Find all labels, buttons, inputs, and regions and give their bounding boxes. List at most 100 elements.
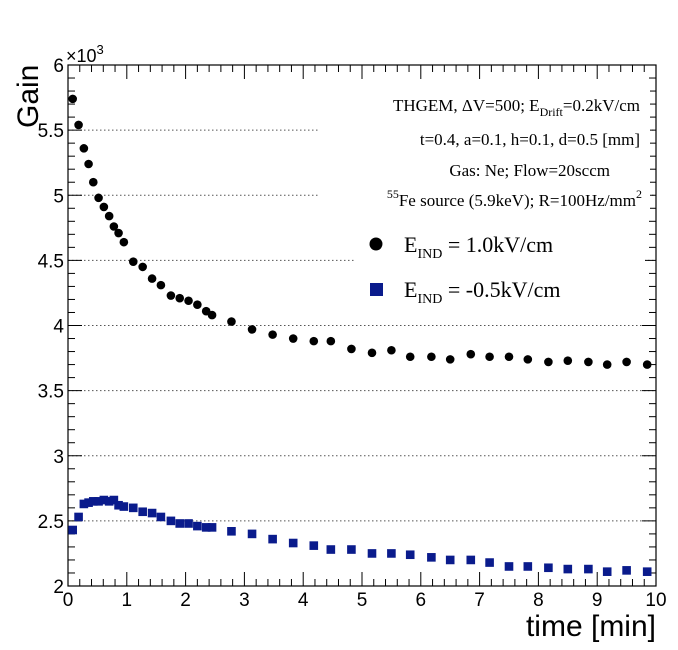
data-point-series-1 [166, 291, 176, 300]
data-point-series-2 [326, 545, 336, 554]
data-point-series-1 [99, 202, 109, 212]
data-point-series-2 [427, 553, 436, 562]
annotation-line-4: 55Fe source (5.9keV); R=100Hz/mm2 [387, 187, 642, 210]
data-point-series-1 [104, 211, 114, 221]
legend-marker-series-2 [370, 283, 383, 296]
legend-label-series-1-pre: E [404, 232, 417, 257]
legend-label-series-2-post: = -0.5kV/cm [442, 277, 560, 302]
data-point-series-2 [544, 563, 553, 573]
data-point-series-1 [68, 94, 78, 104]
y-tick-label: 5 [53, 186, 64, 207]
data-point-series-2 [138, 507, 147, 517]
data-point-series-2 [485, 558, 494, 567]
y-tick-label: 2 [53, 577, 64, 598]
x-tick-label: 9 [592, 590, 603, 611]
annotation-line-1-pre: THGEM, ΔV=500; E [393, 96, 540, 115]
annotation-background [318, 90, 650, 214]
data-point-series-1 [405, 352, 415, 362]
data-point-series-1 [147, 274, 157, 283]
x-tick-label: 2 [180, 590, 191, 611]
x-tick-label: 6 [416, 590, 427, 611]
data-point-series-2 [387, 549, 396, 558]
data-point-series-1 [247, 325, 257, 334]
data-point-series-1 [642, 360, 652, 369]
data-point-series-2 [104, 497, 114, 506]
data-point-series-2 [466, 555, 476, 565]
legend-label-series-1-sub: IND [417, 247, 442, 262]
x-axis-title: time [min] [526, 610, 656, 643]
data-point-series-1 [584, 357, 593, 367]
data-point-series-1 [207, 310, 217, 320]
data-point-series-2 [642, 567, 652, 576]
data-point-series-1 [84, 159, 93, 169]
data-point-series-2 [523, 562, 533, 571]
data-point-series-1 [79, 144, 89, 153]
data-point-series-1 [74, 120, 83, 130]
data-point-series-2 [563, 564, 573, 574]
data-point-series-1 [563, 356, 573, 365]
y-axis-title: Gain [12, 65, 45, 128]
legend-label-series-2: EIND = -0.5kV/cm [404, 277, 560, 307]
data-point-series-2 [309, 541, 319, 550]
data-point-series-1 [128, 257, 138, 266]
data-point-series-2 [128, 503, 138, 513]
data-point-series-1 [119, 237, 129, 247]
data-point-series-1 [523, 355, 533, 364]
series-layer [68, 94, 652, 576]
data-point-series-2 [201, 523, 211, 532]
y-tick-label: 5.5 [38, 121, 64, 142]
data-point-series-2 [193, 521, 202, 531]
x-tick-label: 5 [357, 590, 368, 611]
data-point-series-1 [485, 352, 494, 362]
data-point-series-1 [326, 336, 336, 346]
data-point-series-2 [347, 545, 356, 554]
data-point-series-2 [79, 499, 89, 509]
legend-marker-series-1 [369, 237, 383, 251]
y-tick-label: 6 [53, 56, 64, 77]
y-axis-exponent: ×103 [66, 42, 104, 66]
x-tick-label: 8 [533, 590, 544, 611]
data-point-series-2 [288, 538, 298, 548]
data-point-series-2 [119, 502, 129, 511]
data-point-series-2 [268, 534, 277, 544]
data-point-series-1 [227, 317, 236, 326]
legend-background [355, 222, 645, 308]
data-point-series-1 [427, 352, 436, 362]
data-point-series-1 [268, 330, 277, 339]
x-tick-label: 4 [298, 590, 309, 611]
data-point-series-2 [84, 498, 93, 507]
tick-label-layer: 2 2.5 3 3.5 4 4.5 5 5.5 6 0 1 2 3 4 5 6 7 8 9 10 [38, 56, 667, 611]
legend: EIND = 1.0kV/cm EIND = -0.5kV/cm [369, 232, 560, 307]
data-point-series-1 [544, 357, 553, 367]
data-point-series-2 [99, 495, 109, 505]
legend-label-series-1: EIND = 1.0kV/cm [404, 232, 553, 262]
data-point-series-2 [147, 508, 157, 518]
data-point-series-1 [602, 360, 612, 369]
data-point-series-1 [288, 334, 298, 343]
data-point-series-1 [445, 355, 455, 364]
y-tick-label: 3 [53, 447, 64, 468]
annotation-line-4-sup2: 2 [636, 187, 642, 201]
data-point-series-2 [114, 500, 123, 510]
data-point-series-2 [184, 519, 193, 528]
legend-label-series-1-post: = 1.0kV/cm [442, 232, 553, 257]
data-point-series-1 [347, 344, 356, 354]
y-axis-exponent-base: ×10 [66, 46, 97, 66]
annotation-line-1: THGEM, ΔV=500; EDrift=0.2kV/cm [393, 96, 640, 119]
x-tick-label: 0 [63, 590, 74, 611]
data-point-series-2 [602, 567, 612, 576]
data-point-series-2 [175, 519, 185, 528]
data-point-series-1 [88, 177, 98, 187]
data-point-series-1 [309, 336, 319, 346]
annotation-line-1-post: =0.2kV/cm [563, 96, 640, 115]
data-point-series-2 [94, 497, 103, 506]
data-point-series-2 [68, 525, 78, 535]
y-axis-exponent-power: 3 [97, 42, 104, 57]
data-point-series-2 [156, 512, 166, 522]
x-tick-label: 10 [645, 590, 666, 611]
data-point-series-1 [504, 352, 514, 362]
data-point-series-2 [227, 526, 236, 536]
data-point-series-2 [207, 523, 217, 532]
data-point-series-1 [138, 262, 147, 272]
